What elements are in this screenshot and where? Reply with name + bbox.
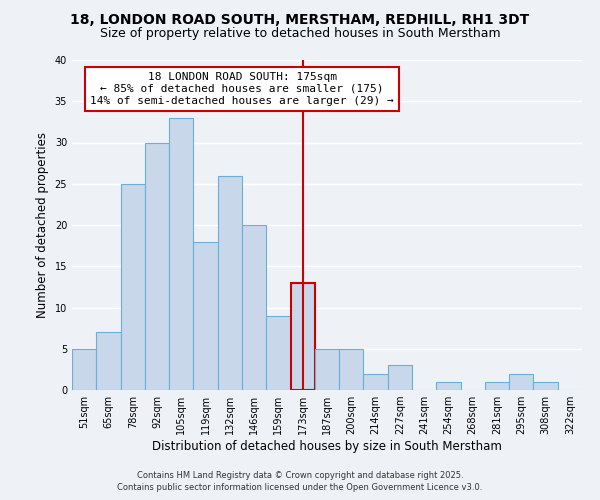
Bar — [533, 382, 558, 390]
Y-axis label: Number of detached properties: Number of detached properties — [36, 132, 49, 318]
X-axis label: Distribution of detached houses by size in South Merstham: Distribution of detached houses by size … — [152, 440, 502, 453]
Bar — [364, 374, 388, 390]
Text: 18 LONDON ROAD SOUTH: 175sqm
← 85% of detached houses are smaller (175)
14% of s: 18 LONDON ROAD SOUTH: 175sqm ← 85% of de… — [90, 72, 394, 106]
Bar — [193, 242, 218, 390]
Bar — [218, 176, 242, 390]
Bar — [72, 349, 96, 390]
Bar — [339, 349, 364, 390]
Bar — [266, 316, 290, 390]
Bar — [485, 382, 509, 390]
Text: 18, LONDON ROAD SOUTH, MERSTHAM, REDHILL, RH1 3DT: 18, LONDON ROAD SOUTH, MERSTHAM, REDHILL… — [70, 12, 530, 26]
Bar — [169, 118, 193, 390]
Bar — [242, 225, 266, 390]
Bar — [436, 382, 461, 390]
Bar — [96, 332, 121, 390]
Bar — [290, 283, 315, 390]
Bar — [315, 349, 339, 390]
Bar — [145, 142, 169, 390]
Text: Size of property relative to detached houses in South Merstham: Size of property relative to detached ho… — [100, 28, 500, 40]
Bar — [388, 365, 412, 390]
Bar — [121, 184, 145, 390]
Bar — [509, 374, 533, 390]
Text: Contains HM Land Registry data © Crown copyright and database right 2025.
Contai: Contains HM Land Registry data © Crown c… — [118, 471, 482, 492]
